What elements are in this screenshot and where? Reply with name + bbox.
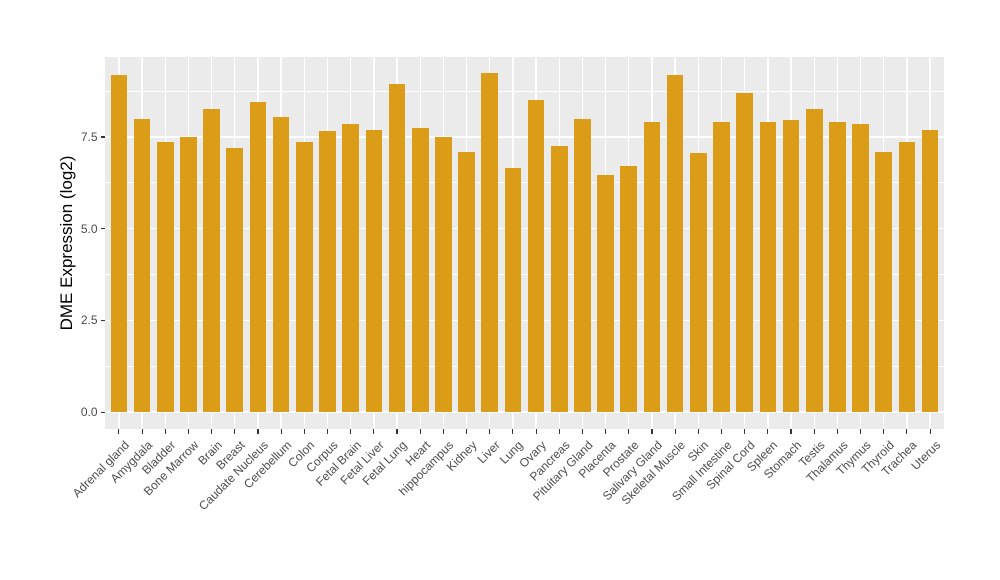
x-tick: [605, 429, 607, 434]
x-tick: [651, 429, 653, 434]
gridline-major-h: [105, 227, 944, 230]
x-tick: [929, 429, 931, 434]
bar: [666, 74, 684, 413]
bar: [689, 153, 707, 413]
x-tick: [211, 429, 213, 434]
x-tick: [906, 429, 908, 434]
y-axis-title: DME Expression (log2): [57, 155, 76, 331]
x-tick: [396, 429, 398, 434]
y-tick-label: 5.0: [80, 221, 98, 236]
bar: [597, 175, 614, 413]
x-tick: [581, 429, 583, 434]
x-tick: [674, 429, 676, 434]
panel-background: [105, 57, 944, 429]
bar: [411, 127, 429, 413]
bar: [110, 74, 128, 413]
bar: [620, 166, 638, 413]
x-tick: [326, 429, 329, 434]
x-tick: [836, 429, 838, 434]
x-tick: [744, 429, 746, 434]
bar: [156, 142, 174, 413]
gridline-minor-h: [105, 365, 944, 367]
x-tick: [489, 429, 491, 434]
x-tick: [187, 429, 189, 434]
x-tick: [628, 429, 630, 434]
bar: [574, 118, 591, 413]
bar: [365, 129, 383, 413]
bar: [921, 129, 939, 413]
bar: [342, 124, 359, 413]
x-tick: [303, 429, 305, 434]
x-tick: [280, 429, 282, 434]
bar: [319, 131, 336, 413]
gridline-major-h: [105, 411, 944, 413]
bar: [736, 92, 753, 413]
gridline-minor-h: [105, 182, 944, 184]
bar: [875, 151, 893, 413]
bar: [504, 168, 522, 413]
x-tick: [558, 429, 560, 434]
bar: [249, 102, 267, 413]
x-tick-label: Liver: [474, 437, 503, 466]
bar: [527, 100, 545, 413]
bar: [388, 83, 406, 413]
x-tick: [373, 429, 375, 434]
x-tick: [813, 429, 815, 434]
bar: [759, 122, 777, 413]
x-tick: [118, 429, 120, 434]
bar: [133, 118, 151, 413]
bar: [782, 120, 800, 413]
bar: [295, 142, 313, 413]
y-tick-label: 2.5: [80, 313, 98, 328]
x-tick: [767, 429, 769, 434]
bar: [203, 109, 220, 413]
bar: [713, 122, 730, 413]
gridline-major-h: [105, 136, 944, 138]
x-tick: [512, 429, 514, 434]
gridline-major-h: [105, 319, 944, 322]
bar: [852, 124, 869, 413]
bar: [226, 147, 244, 413]
bar: [458, 151, 475, 413]
x-tick: [860, 429, 862, 434]
bar: [805, 109, 823, 413]
bar: [180, 136, 197, 413]
x-tick: [535, 429, 537, 434]
gridline-minor-h: [105, 274, 944, 275]
plot-panel: [105, 57, 944, 429]
y-tick: [100, 228, 105, 230]
gridline-minor-h: [105, 90, 944, 92]
x-tick: [234, 429, 236, 434]
x-tick: [720, 429, 723, 434]
x-tick: [141, 429, 143, 434]
bar: [829, 122, 846, 413]
bar: [643, 122, 661, 413]
y-tick: [100, 136, 105, 138]
x-tick: [697, 429, 699, 434]
x-tick: [883, 429, 885, 434]
x-tick: [466, 429, 468, 434]
y-tick-label: 0.0: [80, 405, 98, 420]
x-tick: [442, 429, 444, 434]
x-tick: [257, 429, 259, 434]
bar: [550, 146, 568, 413]
x-tick: [790, 429, 792, 434]
bar: [272, 116, 290, 413]
bar: [435, 136, 452, 413]
y-tick: [100, 319, 105, 321]
x-tick: [164, 429, 166, 434]
x-tick: [419, 429, 421, 434]
x-tick: [350, 429, 352, 434]
y-tick-label: 7.5: [80, 129, 98, 144]
bar: [481, 72, 499, 413]
bar: [898, 142, 916, 413]
y-tick: [100, 411, 105, 413]
